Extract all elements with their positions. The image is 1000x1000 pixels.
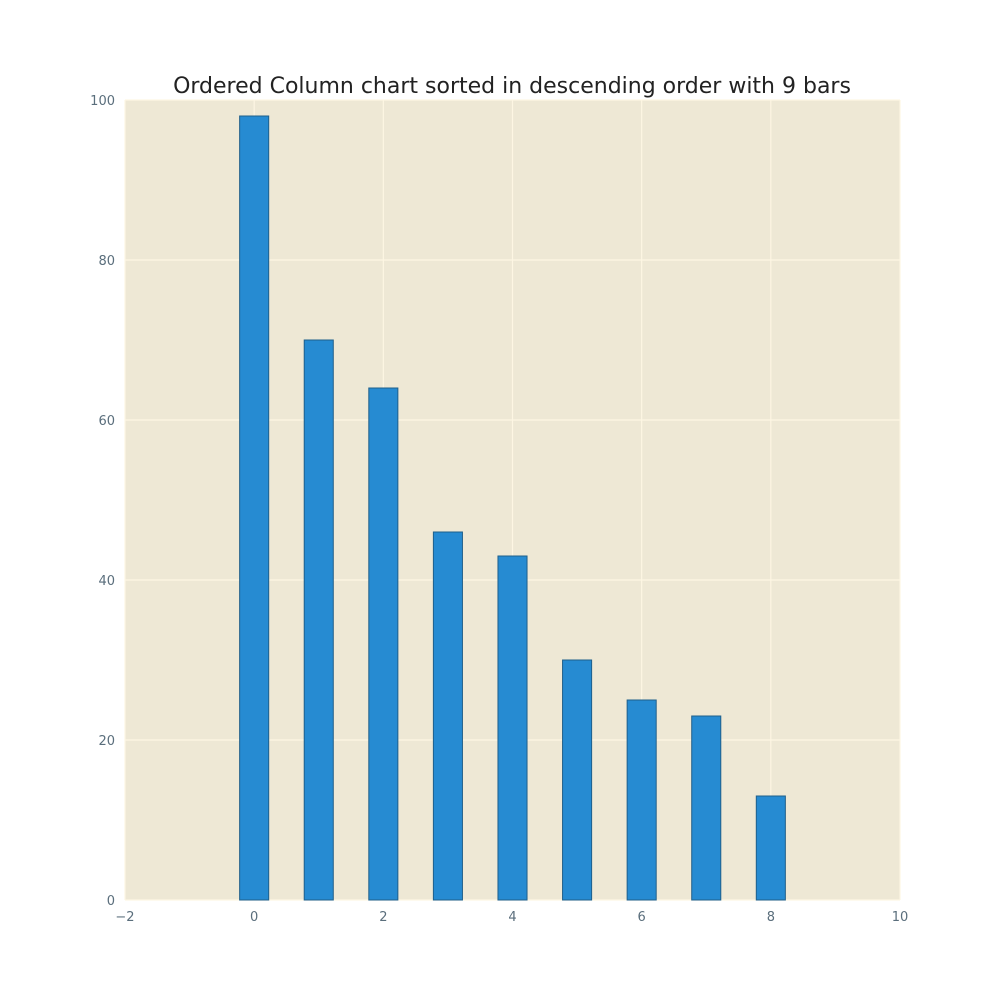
x-tick-label: 0 [250,910,258,925]
bar [303,339,334,901]
bar [562,659,593,901]
bar [755,795,786,901]
bar [497,555,528,901]
y-tick-label: 0 [107,894,115,909]
bar [368,387,399,901]
bar [239,115,270,901]
x-axis-ticks: −2 0 2 4 6 8 10 [115,910,908,925]
x-tick-label: 10 [892,910,909,925]
chart-title: Ordered Column chart sorted in descendin… [173,74,851,99]
bar [432,531,463,901]
bar [691,715,722,901]
y-axis-ticks: 0 20 40 60 80 100 [90,94,115,909]
bars [239,115,786,901]
bar [626,699,657,901]
y-tick-label: 80 [98,254,115,269]
y-tick-label: 100 [90,94,115,109]
x-tick-label: 6 [638,910,646,925]
y-tick-label: 40 [98,574,115,589]
x-tick-label: 2 [379,910,387,925]
x-tick-label: −2 [115,910,134,925]
x-tick-label: 4 [508,910,516,925]
x-tick-label: 8 [767,910,775,925]
y-tick-label: 60 [98,414,115,429]
y-tick-label: 20 [98,734,115,749]
